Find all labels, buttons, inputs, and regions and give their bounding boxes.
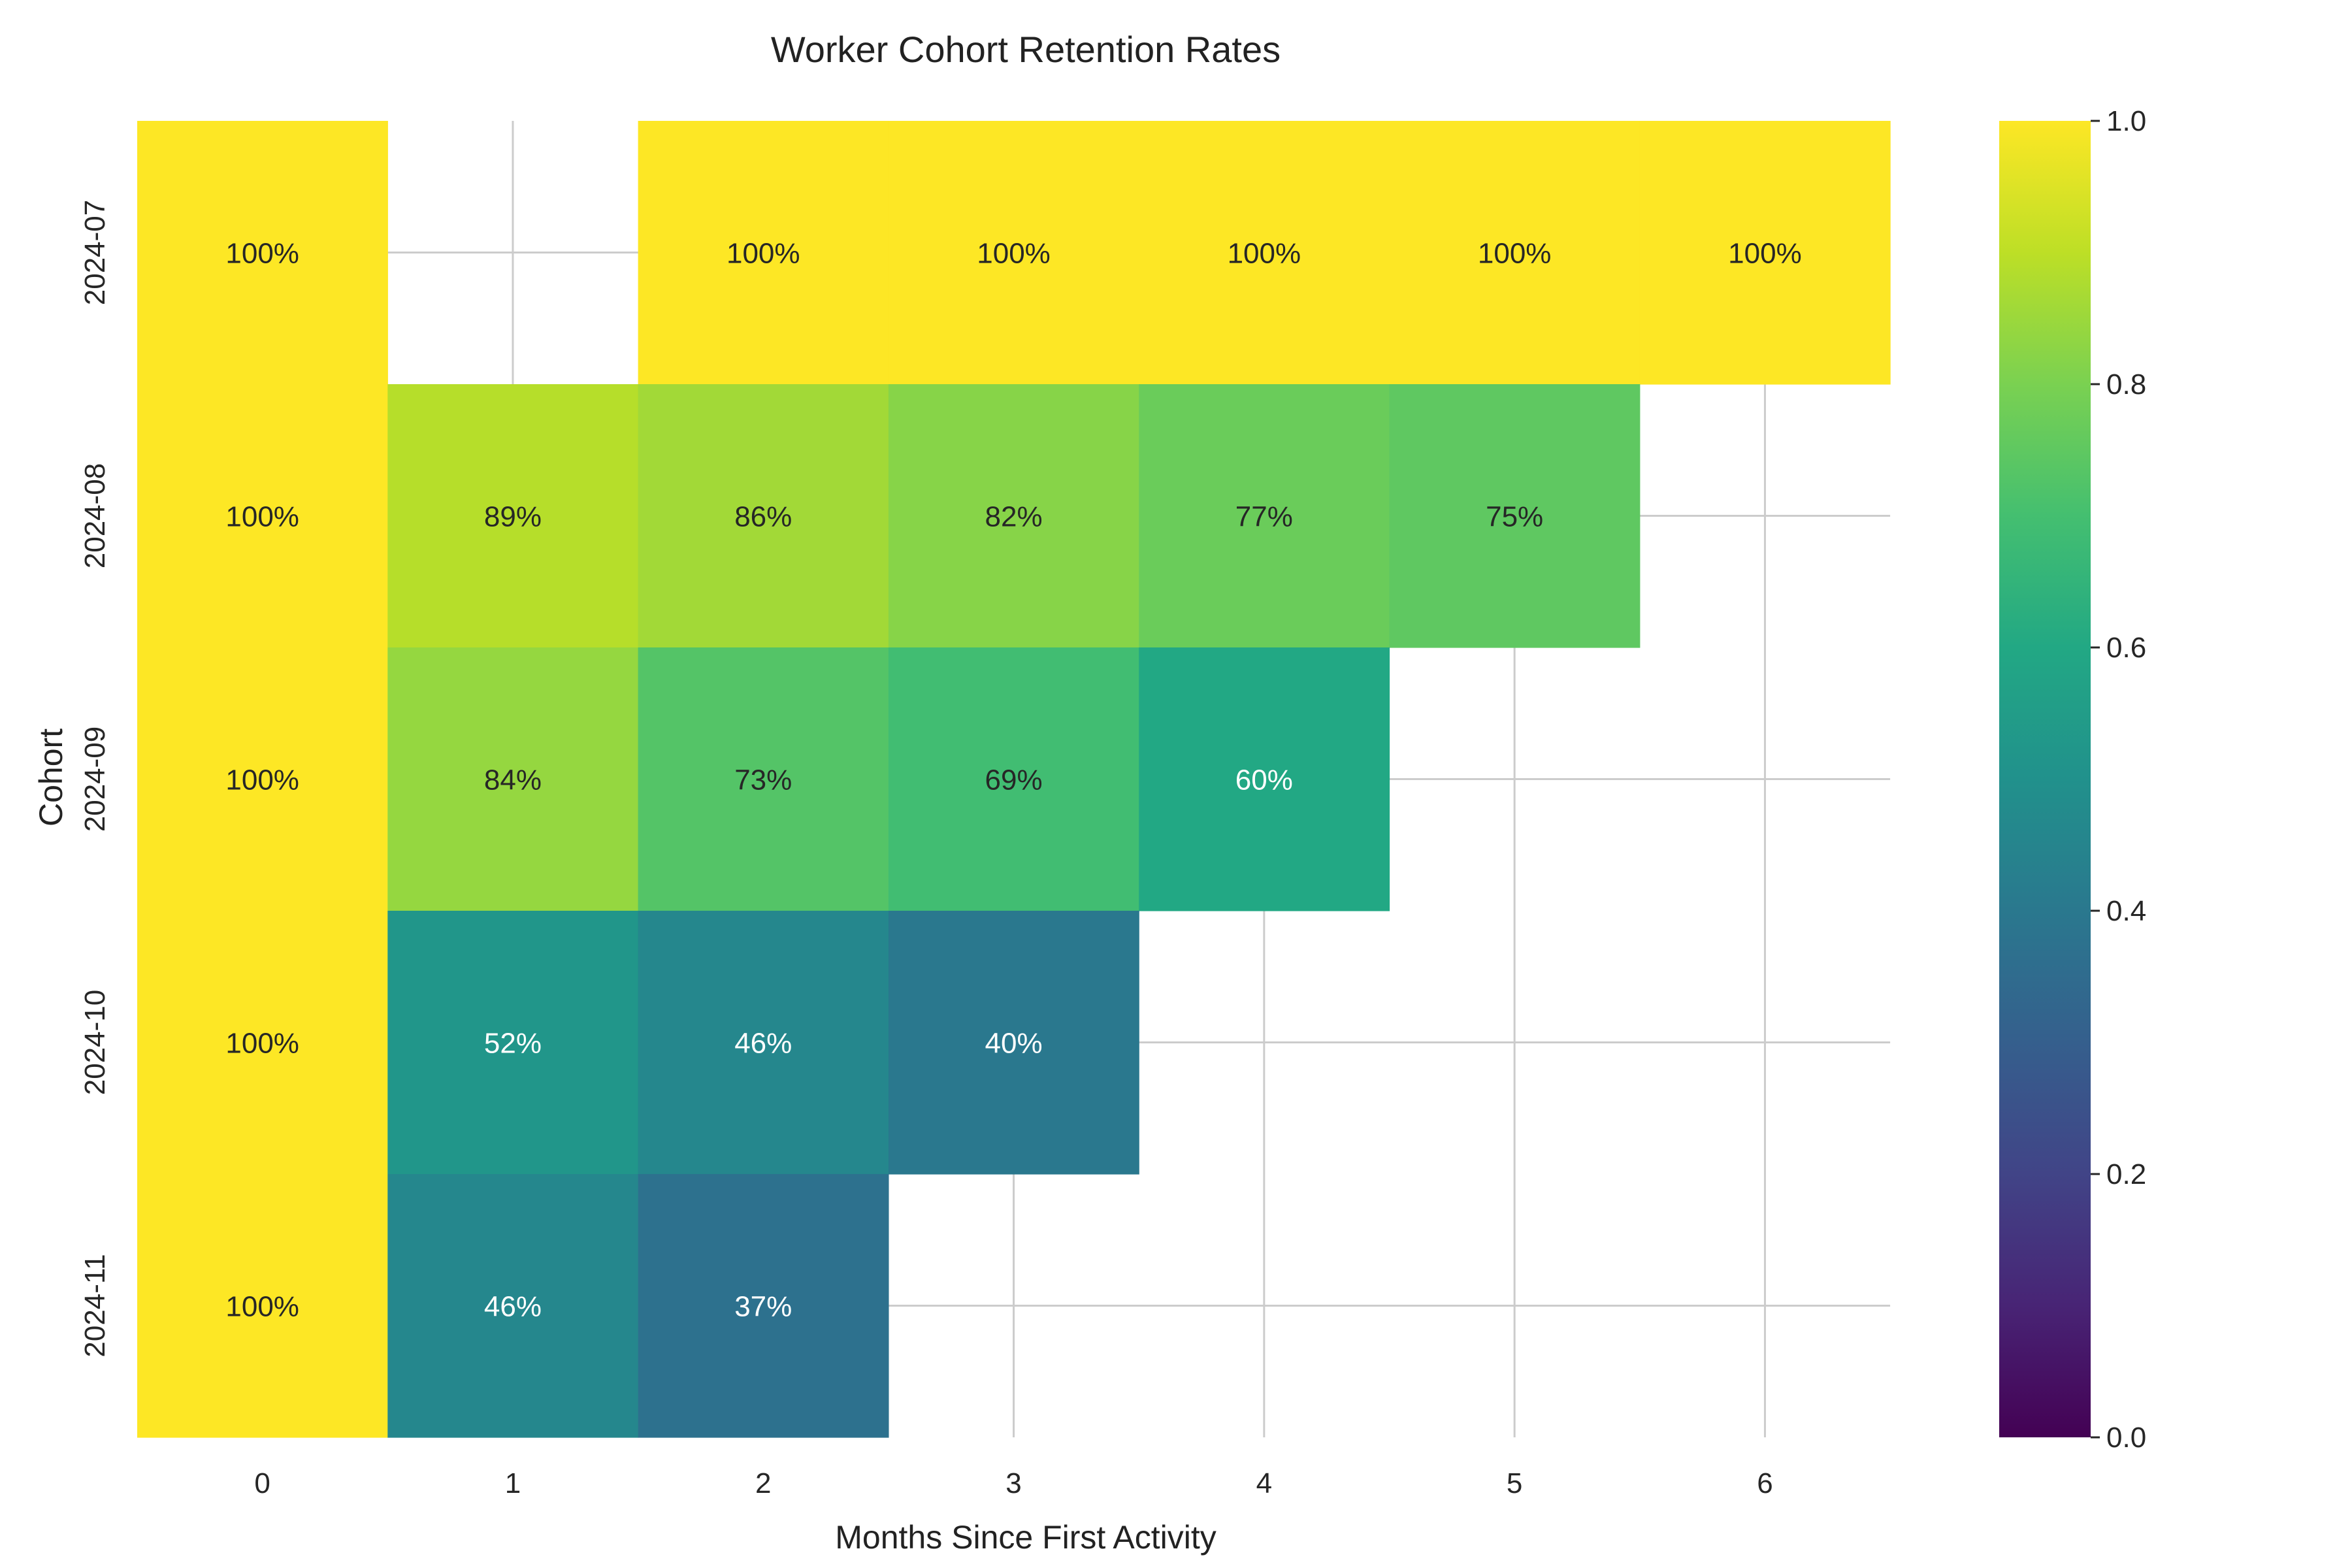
cell-value-label: 77% <box>1235 501 1293 533</box>
cell-value-label: 60% <box>1235 764 1293 796</box>
cell-value-label: 73% <box>734 764 792 796</box>
cell-value-label: 100% <box>225 501 299 533</box>
cell-value-label: 82% <box>985 501 1043 533</box>
heatmap-cell <box>1139 647 1390 911</box>
y-tick-label: 2024-08 <box>79 463 111 568</box>
heatmap-cell <box>1389 384 1641 648</box>
heatmap-cell <box>638 121 889 385</box>
y-tick-label: 2024-10 <box>79 990 111 1095</box>
cell-labels: 100% 100% 100% 100% 100% 100% 100% 89% 86% 82% 77%… <box>225 238 1801 1323</box>
cell-value-label: 46% <box>734 1028 792 1060</box>
heatmap-cell <box>638 647 889 911</box>
heatmap-cell <box>888 911 1139 1175</box>
x-tick-label: 6 <box>1757 1467 1772 1499</box>
heatmap-cell <box>137 384 388 648</box>
x-axis-label: Months Since First Activity <box>835 1519 1217 1556</box>
cell-value-label: 84% <box>484 764 542 796</box>
cell-value-label: 40% <box>985 1028 1043 1060</box>
colorbar-tick-label: 0.8 <box>2106 368 2146 400</box>
heatmap-cell <box>888 121 1139 385</box>
chart-title: Worker Cohort Retention Rates <box>771 29 1281 70</box>
cell-value-label: 100% <box>1228 238 1301 270</box>
cell-value-label: 100% <box>727 238 800 270</box>
x-tick-labels: 0 1 2 3 4 5 6 <box>254 1467 1772 1499</box>
heatmap-cell <box>888 384 1139 648</box>
y-tick-label: 2024-11 <box>79 1254 111 1357</box>
heatmap-cell <box>638 1174 889 1438</box>
heatmap-cell <box>1639 121 1891 385</box>
cell-value-label: 100% <box>225 1028 299 1060</box>
x-tick-label: 3 <box>1005 1467 1021 1499</box>
y-axis-label: Cohort <box>33 728 69 826</box>
heatmap-cell <box>137 911 388 1175</box>
cell-value-label: 100% <box>1478 238 1552 270</box>
x-tick-label: 0 <box>254 1467 270 1499</box>
cell-value-label: 100% <box>1728 238 1802 270</box>
cell-value-label: 46% <box>484 1291 542 1323</box>
colorbar <box>1999 121 2091 1437</box>
x-tick-label: 2 <box>755 1467 771 1499</box>
colorbar-tick-label: 0.4 <box>2106 895 2146 927</box>
y-tick-label: 2024-07 <box>79 200 111 305</box>
heatmap-cell <box>387 911 639 1175</box>
heatmap-cell <box>387 647 639 911</box>
colorbar-tick-label: 1.0 <box>2106 105 2146 137</box>
heatmap-cell <box>1139 384 1390 648</box>
colorbar-ticks: 0.0 0.2 0.4 0.6 0.8 1.0 <box>2091 105 2146 1454</box>
heatmap-cell <box>1139 121 1390 385</box>
y-tick-labels: 2024-07 2024-08 2024-09 2024-10 2024-11 <box>79 200 111 1358</box>
cell-value-label: 52% <box>484 1028 542 1060</box>
colorbar-tick-label: 0.6 <box>2106 632 2146 664</box>
cell-value-label: 75% <box>1486 501 1543 533</box>
heatmap-cell <box>1389 121 1641 385</box>
cell-value-label: 69% <box>985 764 1043 796</box>
x-tick-label: 1 <box>505 1467 521 1499</box>
heatmap-cell <box>638 384 889 648</box>
colorbar-tick-label: 0.2 <box>2106 1158 2146 1190</box>
cell-value-label: 100% <box>225 764 299 796</box>
cell-value-label: 100% <box>225 238 299 270</box>
heatmap-cell <box>137 647 388 911</box>
heatmap-cell <box>888 647 1139 911</box>
cell-value-label: 86% <box>734 501 792 533</box>
heatmap-cell <box>387 1174 639 1438</box>
cell-value-label: 100% <box>977 238 1051 270</box>
heatmap-cell <box>638 911 889 1175</box>
x-tick-label: 5 <box>1507 1467 1522 1499</box>
heatmap-cell <box>137 121 388 385</box>
cell-value-label: 89% <box>484 501 542 533</box>
heatmap-cell <box>137 1174 388 1438</box>
y-tick-label: 2024-09 <box>79 727 111 832</box>
colorbar-tick-label: 0.0 <box>2106 1422 2146 1454</box>
cell-value-label: 37% <box>734 1291 792 1323</box>
x-tick-label: 4 <box>1256 1467 1272 1499</box>
heatmap-cell <box>387 384 639 648</box>
heatmap-cells <box>137 121 1891 1438</box>
cell-value-label: 100% <box>225 1291 299 1323</box>
